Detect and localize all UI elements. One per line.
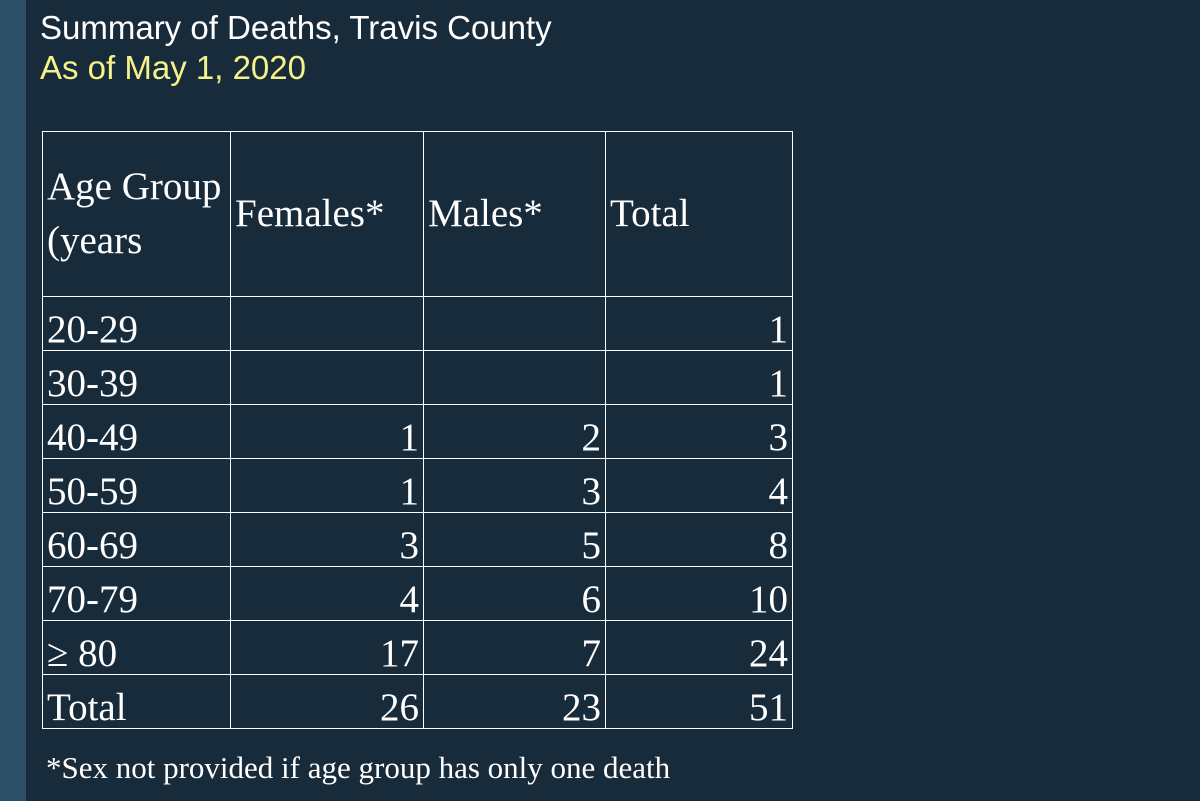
age-group-cell: ≥ 80 xyxy=(42,620,231,675)
table-row: 50-59 1 3 4 xyxy=(42,458,793,513)
females-cell: 4 xyxy=(230,566,424,621)
header-males: Males* xyxy=(423,131,606,297)
total-cell: 8 xyxy=(605,512,793,567)
deaths-summary-table: Age Group (years Females* Males* Total 2… xyxy=(42,131,793,729)
table-row: ≥ 80 17 7 24 xyxy=(42,620,793,675)
total-cell: 10 xyxy=(605,566,793,621)
males-cell: 3 xyxy=(423,458,606,513)
table-row: 40-49 1 2 3 xyxy=(42,404,793,459)
males-cell: 5 xyxy=(423,512,606,567)
table-total-row: Total 26 23 51 xyxy=(42,674,793,729)
total-cell: 24 xyxy=(605,620,793,675)
age-group-cell: 60-69 xyxy=(42,512,231,567)
females-cell: 3 xyxy=(230,512,424,567)
total-cell: 1 xyxy=(605,350,793,405)
females-cell: 1 xyxy=(230,458,424,513)
age-group-cell: 40-49 xyxy=(42,404,231,459)
age-group-cell: 70-79 xyxy=(42,566,231,621)
males-total-cell: 23 xyxy=(423,674,606,729)
header-age-group: Age Group (years xyxy=(42,131,231,297)
table-row: 70-79 4 6 10 xyxy=(42,566,793,621)
total-cell: 4 xyxy=(605,458,793,513)
age-group-cell: 20-29 xyxy=(42,296,231,351)
grand-total-cell: 51 xyxy=(605,674,793,729)
females-total-cell: 26 xyxy=(230,674,424,729)
females-cell: 17 xyxy=(230,620,424,675)
males-cell xyxy=(423,350,606,405)
slide-subtitle: As of May 1, 2020 xyxy=(40,49,306,86)
table-row: 20-29 1 xyxy=(42,296,793,351)
total-label-cell: Total xyxy=(42,674,231,729)
table-row: 60-69 3 5 8 xyxy=(42,512,793,567)
age-group-cell: 30-39 xyxy=(42,350,231,405)
table-footnote: *Sex not provided if age group has only … xyxy=(46,750,671,785)
header-total: Total xyxy=(605,131,793,297)
males-cell xyxy=(423,296,606,351)
slide-title: Summary of Deaths, Travis County xyxy=(40,9,552,46)
females-cell xyxy=(230,350,424,405)
header-females: Females* xyxy=(230,131,424,297)
males-cell: 7 xyxy=(423,620,606,675)
left-accent-stripe xyxy=(0,0,26,801)
males-cell: 6 xyxy=(423,566,606,621)
total-cell: 1 xyxy=(605,296,793,351)
males-cell: 2 xyxy=(423,404,606,459)
table-header-row: Age Group (years Females* Males* Total xyxy=(42,131,793,297)
age-group-cell: 50-59 xyxy=(42,458,231,513)
females-cell: 1 xyxy=(230,404,424,459)
total-cell: 3 xyxy=(605,404,793,459)
table-row: 30-39 1 xyxy=(42,350,793,405)
females-cell xyxy=(230,296,424,351)
